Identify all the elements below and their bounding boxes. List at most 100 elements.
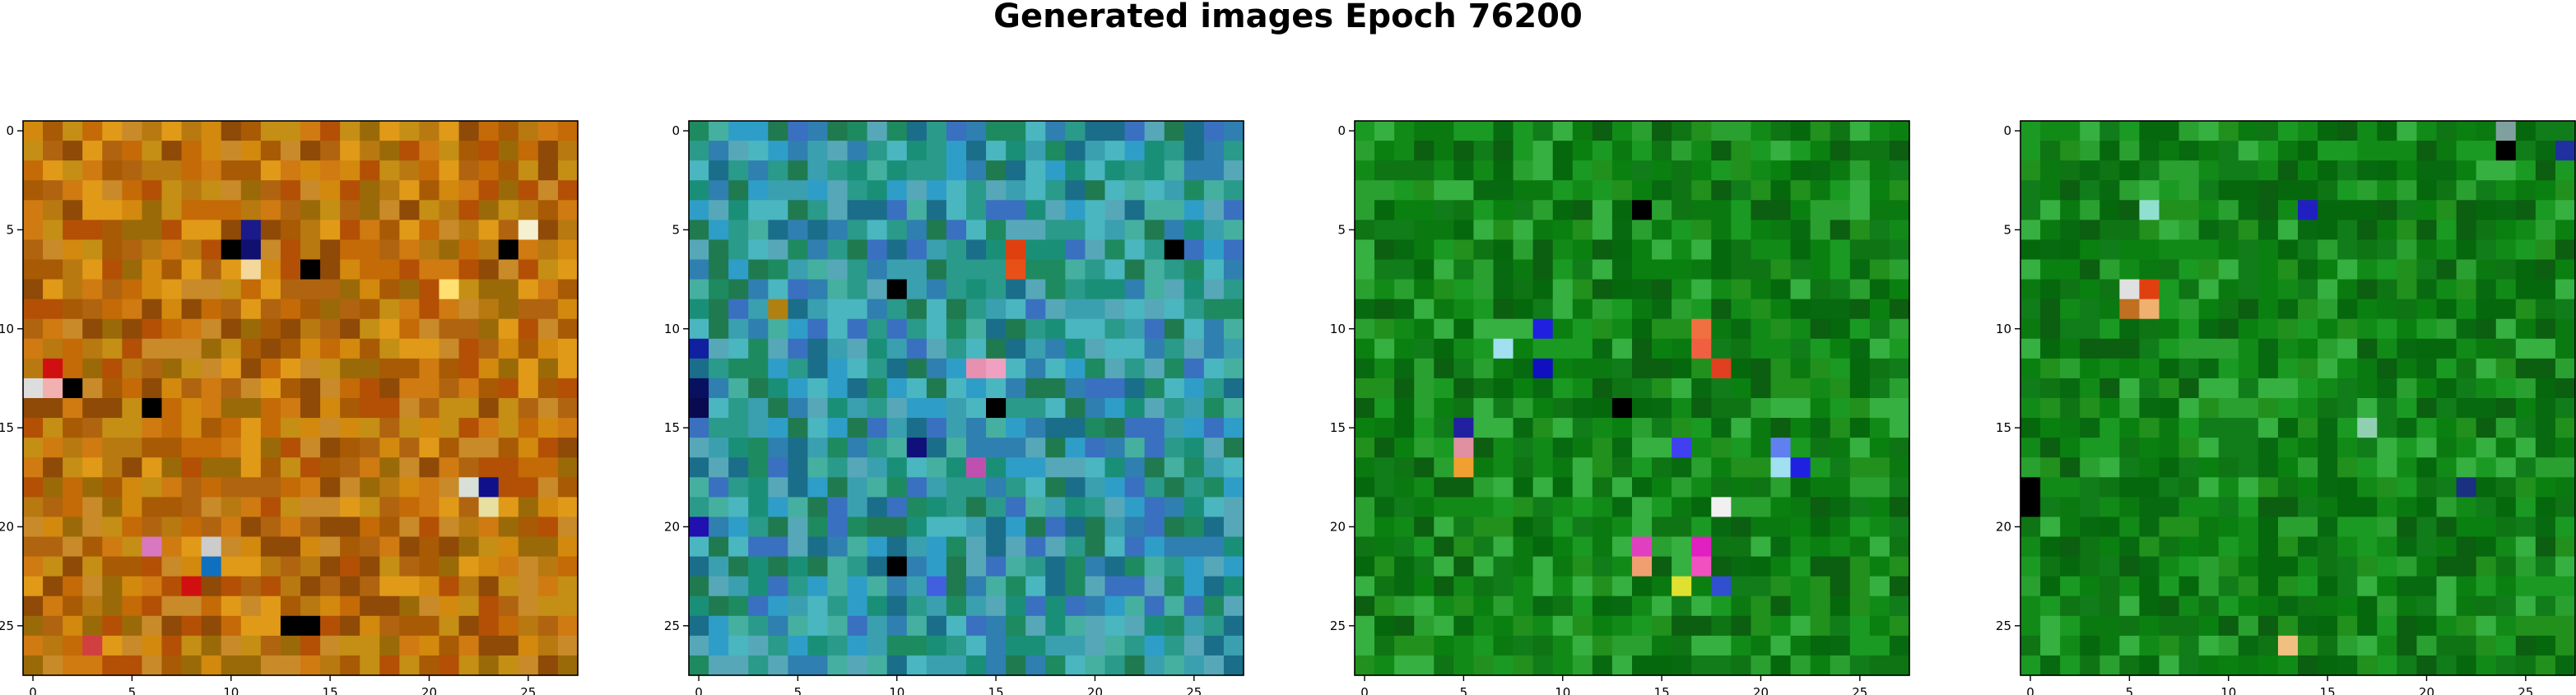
heatmap-cell bbox=[23, 239, 44, 261]
heatmap-cell bbox=[181, 595, 202, 617]
heatmap-cell bbox=[1711, 438, 1732, 458]
heatmap-cell bbox=[1830, 279, 1851, 300]
heatmap-cell bbox=[689, 239, 709, 261]
heatmap-cell bbox=[439, 239, 460, 261]
heatmap-cell bbox=[2377, 497, 2397, 518]
heatmap-cell bbox=[1025, 438, 1046, 458]
heatmap-cell bbox=[1394, 239, 1415, 261]
heatmap-cell bbox=[1085, 299, 1106, 320]
heatmap-cell bbox=[1164, 556, 1185, 577]
heatmap-cell bbox=[2416, 595, 2438, 617]
heatmap-cell bbox=[1552, 358, 1574, 379]
heatmap-cell bbox=[498, 358, 519, 379]
heatmap-cell bbox=[300, 595, 321, 617]
heatmap-cell bbox=[867, 477, 888, 498]
heatmap-cell bbox=[1611, 279, 1633, 300]
heatmap-cell bbox=[1632, 635, 1653, 656]
heatmap-cell bbox=[82, 655, 103, 676]
heatmap-cell bbox=[102, 358, 123, 379]
heatmap-cell bbox=[161, 220, 183, 241]
heatmap-cell bbox=[1085, 576, 1106, 597]
heatmap-cell bbox=[1552, 338, 1574, 359]
heatmap-cell bbox=[1025, 615, 1046, 637]
heatmap-cell bbox=[966, 418, 987, 438]
heatmap-cell bbox=[986, 279, 1007, 300]
heatmap-cell bbox=[2119, 517, 2141, 538]
heatmap-cell bbox=[498, 259, 519, 280]
heatmap-cell bbox=[537, 438, 559, 458]
heatmap-cell bbox=[2456, 318, 2477, 340]
heatmap-cell bbox=[986, 358, 1007, 379]
heatmap-cell bbox=[240, 556, 262, 577]
heatmap-cell bbox=[518, 438, 539, 458]
heatmap-cell bbox=[1493, 418, 1514, 438]
heatmap-cell bbox=[1453, 576, 1475, 597]
heatmap-cell bbox=[260, 655, 281, 676]
heatmap-cell bbox=[2357, 180, 2378, 201]
heatmap-cell bbox=[399, 457, 421, 478]
heatmap-cell bbox=[689, 517, 709, 538]
heatmap-cell bbox=[1552, 576, 1574, 597]
heatmap-cell bbox=[557, 160, 579, 181]
heatmap-cell bbox=[1025, 180, 1046, 201]
heatmap-cell bbox=[201, 160, 222, 181]
heatmap-cell bbox=[1513, 279, 1534, 300]
heatmap-cell bbox=[2139, 398, 2160, 419]
heatmap-cell bbox=[379, 477, 400, 498]
heatmap-cell bbox=[2198, 438, 2220, 458]
heatmap-cell bbox=[886, 220, 908, 241]
heatmap-cell bbox=[1374, 536, 1395, 558]
heatmap-cell bbox=[986, 457, 1007, 478]
heatmap-cell bbox=[1652, 180, 1672, 201]
heatmap-cell bbox=[1473, 239, 1495, 261]
heatmap-cell bbox=[439, 655, 460, 676]
heatmap-cell bbox=[2020, 556, 2041, 577]
heatmap-cell bbox=[2020, 259, 2041, 280]
heatmap-cell bbox=[1025, 160, 1046, 181]
heatmap-cell bbox=[788, 477, 809, 498]
heatmap-cell bbox=[1552, 615, 1574, 637]
heatmap-cell bbox=[1869, 615, 1890, 637]
heatmap-cell bbox=[2238, 595, 2259, 617]
heatmap-cell bbox=[847, 556, 868, 577]
heatmap-cell bbox=[1025, 358, 1046, 379]
heatmap-cell bbox=[102, 556, 123, 577]
heatmap-cell bbox=[478, 615, 500, 637]
heatmap-cell bbox=[2456, 121, 2477, 141]
heatmap-cell bbox=[2139, 239, 2160, 261]
heatmap-cell bbox=[2218, 279, 2239, 300]
heatmap-cell bbox=[280, 141, 301, 161]
heatmap-cell bbox=[2397, 279, 2418, 300]
heatmap-cell bbox=[102, 418, 123, 438]
heatmap-cell bbox=[847, 635, 868, 656]
heatmap-cell bbox=[1889, 239, 1910, 261]
heatmap-cell bbox=[827, 536, 849, 558]
heatmap-cell bbox=[1751, 418, 1772, 438]
heatmap-cell bbox=[768, 398, 788, 419]
heatmap-cell bbox=[280, 299, 301, 320]
heatmap-cell bbox=[1434, 180, 1454, 201]
heatmap-cell bbox=[478, 497, 500, 518]
heatmap-cell bbox=[2476, 378, 2497, 399]
axes-frame bbox=[1354, 120, 1910, 676]
heatmap-cell bbox=[142, 438, 163, 458]
heatmap-cell bbox=[260, 378, 281, 399]
heatmap-cell bbox=[2218, 338, 2239, 359]
heatmap-cell bbox=[379, 121, 400, 141]
heatmap-cell bbox=[2476, 279, 2497, 300]
heatmap-cell bbox=[1513, 318, 1534, 340]
heatmap-cell bbox=[1731, 141, 1752, 161]
heatmap-cell bbox=[1203, 457, 1225, 478]
heatmap-cell bbox=[1374, 318, 1395, 340]
heatmap-cell bbox=[886, 655, 908, 676]
heatmap-cell bbox=[221, 121, 242, 141]
heatmap-cell bbox=[2119, 418, 2141, 438]
heatmap-cell bbox=[1513, 220, 1534, 241]
heatmap-cell bbox=[63, 615, 83, 637]
heatmap-cell bbox=[2178, 418, 2200, 438]
heatmap-cell bbox=[63, 299, 83, 320]
heatmap-cell bbox=[1374, 615, 1395, 637]
heatmap-cell bbox=[966, 259, 987, 280]
heatmap-cell bbox=[867, 655, 888, 676]
heatmap-cell bbox=[2357, 299, 2378, 320]
